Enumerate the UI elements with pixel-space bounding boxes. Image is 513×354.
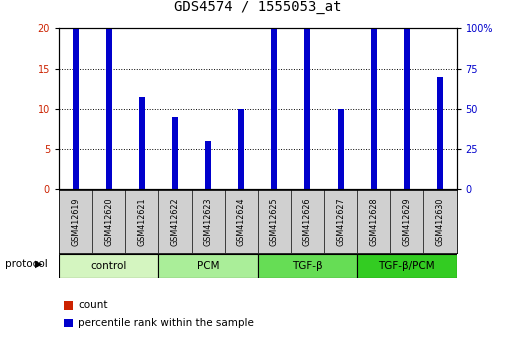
Bar — [172, 160, 178, 189]
Bar — [59, 254, 159, 278]
Bar — [305, 81, 310, 189]
Bar — [437, 139, 443, 189]
Bar — [338, 140, 344, 189]
Bar — [357, 254, 457, 278]
Bar — [258, 254, 357, 278]
Text: count: count — [78, 300, 108, 310]
Text: GSM412627: GSM412627 — [336, 197, 345, 246]
Bar — [404, 32, 410, 189]
Bar — [271, 128, 278, 189]
Bar — [172, 117, 178, 189]
Text: protocol: protocol — [5, 259, 48, 269]
Text: control: control — [90, 261, 127, 271]
Text: GSM412629: GSM412629 — [402, 197, 411, 246]
Bar — [72, 101, 78, 189]
Bar — [205, 141, 211, 189]
Text: GSM412628: GSM412628 — [369, 197, 378, 246]
Bar — [371, 44, 377, 189]
Bar — [371, 0, 377, 189]
Text: GSM412624: GSM412624 — [236, 197, 246, 246]
Bar — [271, 28, 278, 189]
Bar — [159, 254, 258, 278]
Bar — [106, 28, 112, 189]
Bar — [64, 319, 73, 327]
Bar — [72, 28, 78, 189]
Bar — [404, 0, 410, 189]
Text: ▶: ▶ — [35, 259, 42, 269]
Bar — [305, 0, 310, 189]
Bar — [238, 109, 244, 189]
Text: GSM412620: GSM412620 — [104, 197, 113, 246]
Bar — [139, 97, 145, 189]
Text: TGF-β/PCM: TGF-β/PCM — [379, 261, 435, 271]
Text: PCM: PCM — [197, 261, 220, 271]
Text: GSM412626: GSM412626 — [303, 197, 312, 246]
Bar — [106, 123, 112, 189]
Text: GSM412625: GSM412625 — [270, 197, 279, 246]
Bar — [64, 301, 73, 310]
Text: GSM412621: GSM412621 — [137, 197, 146, 246]
Text: GSM412619: GSM412619 — [71, 197, 80, 246]
Bar — [338, 109, 344, 189]
Text: GSM412623: GSM412623 — [204, 197, 212, 246]
Bar — [139, 160, 145, 189]
Bar — [205, 164, 211, 189]
Text: percentile rank within the sample: percentile rank within the sample — [78, 318, 254, 328]
Text: GDS4574 / 1555053_at: GDS4574 / 1555053_at — [174, 0, 342, 14]
Bar — [238, 141, 244, 189]
Text: GSM412622: GSM412622 — [170, 197, 180, 246]
Text: GSM412630: GSM412630 — [436, 198, 444, 246]
Bar — [437, 77, 443, 189]
Text: TGF-β: TGF-β — [292, 261, 323, 271]
